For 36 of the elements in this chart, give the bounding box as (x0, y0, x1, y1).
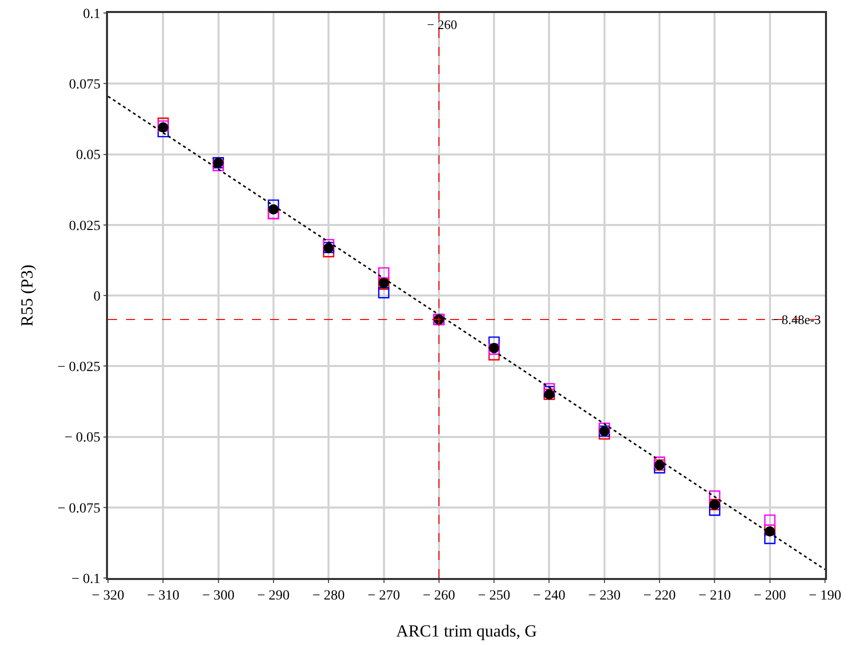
x-tick-label: − 270 (368, 588, 400, 604)
x-axis-title: ARC1 trim quads, G (396, 621, 537, 640)
x-tick-label: − 250 (478, 588, 510, 604)
x-tick-label: − 230 (588, 588, 621, 604)
x-tick-label: − 300 (202, 588, 235, 604)
x-tick-label: − 280 (312, 588, 345, 604)
y-tick-label: − 0.025 (58, 360, 100, 376)
x-tick-label: − 220 (643, 588, 676, 604)
y-tick-label: − 0.1 (72, 572, 100, 587)
y-tick-label: 0.1 (82, 6, 100, 22)
y-axis-title: R55 (P3) (18, 264, 37, 326)
point (268, 199, 280, 211)
y-tick-label: − 0.075 (58, 501, 100, 516)
x-tick-label: − 200 (754, 588, 786, 604)
ref-line-label: − 260 (427, 17, 458, 32)
x-tick-label: − 260 (422, 588, 456, 604)
x-tick-label: − 240 (533, 588, 566, 604)
y-tick-label: − 0.05 (64, 430, 100, 446)
x-tick-label: − 320 (92, 588, 124, 604)
x-tick-label: − 290 (257, 588, 290, 604)
point (764, 532, 776, 544)
y-tick-label: 0.075 (68, 78, 100, 93)
ref-line-label: − 8.48e-3 (771, 312, 821, 327)
x-tick-label: − 190 (808, 588, 842, 604)
point (709, 490, 720, 502)
x-tick-label: − 310 (146, 588, 180, 604)
point (378, 287, 390, 298)
y-tick-label: 0.025 (68, 218, 100, 234)
point (268, 204, 279, 214)
point (709, 504, 720, 516)
x-tick-label: − 210 (698, 588, 731, 604)
y-tick-label: 0.05 (76, 148, 100, 164)
point (654, 456, 666, 468)
point (378, 267, 390, 279)
point (764, 514, 776, 526)
y-tick-label: 0 (93, 289, 100, 304)
